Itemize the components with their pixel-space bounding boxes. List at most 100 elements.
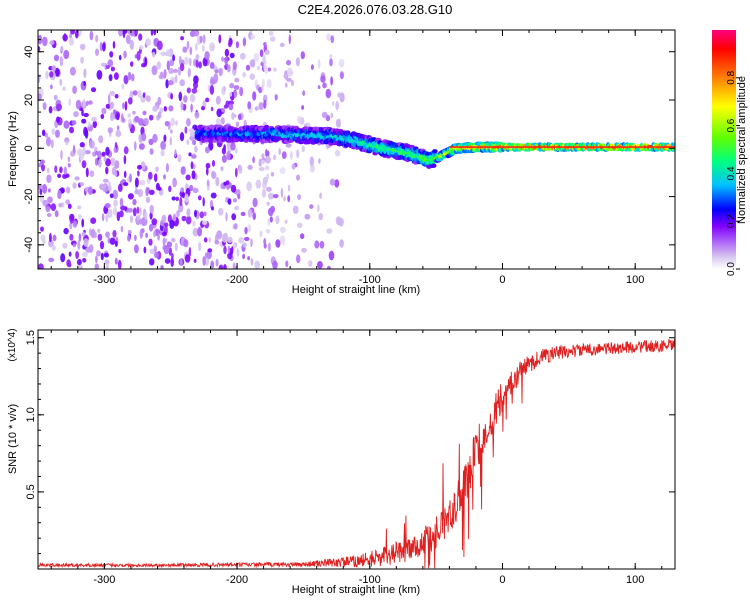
noise-speck	[111, 166, 117, 176]
noise-speck	[264, 165, 270, 171]
noise-speck	[155, 166, 159, 173]
noise-speck	[175, 120, 178, 126]
snr-multiplier: (x10^4)	[7, 328, 18, 361]
noise-speck	[48, 239, 54, 248]
noise-speck	[80, 56, 84, 64]
noise-speck	[141, 132, 147, 142]
noise-speck	[204, 51, 210, 60]
noise-speck	[116, 112, 120, 121]
noise-speck	[88, 100, 93, 105]
noise-speck	[112, 189, 119, 200]
noise-speck	[145, 232, 148, 238]
noise-speck	[335, 100, 340, 111]
noise-speck	[68, 98, 72, 107]
noise-speck	[145, 38, 152, 47]
noise-speck	[264, 49, 270, 56]
noise-speck	[216, 230, 223, 240]
noise-speck	[60, 150, 63, 160]
noise-speck	[45, 70, 49, 80]
noise-speck	[320, 75, 326, 83]
noise-speck	[105, 158, 111, 167]
noise-speck	[181, 215, 187, 222]
noise-speck	[309, 156, 314, 167]
noise-speck	[301, 247, 307, 253]
noise-speck	[214, 69, 219, 74]
noise-speck	[189, 135, 195, 141]
noise-speck	[220, 117, 225, 125]
noise-speck	[69, 126, 74, 134]
noise-speck	[49, 232, 52, 243]
colorbar	[712, 30, 736, 269]
noise-speck	[83, 238, 89, 248]
noise-speck	[93, 231, 97, 239]
noise-speck	[179, 196, 183, 207]
y-tick-label: 40	[23, 46, 35, 58]
noise-speck	[82, 258, 87, 263]
y-tick-label: 1.5	[25, 330, 37, 345]
noise-speck	[329, 58, 333, 67]
noise-speck	[288, 34, 291, 45]
noise-speck	[165, 163, 169, 173]
noise-speck	[175, 196, 179, 201]
noise-speck	[63, 33, 67, 40]
noise-speck	[100, 184, 107, 189]
noise-speck	[178, 91, 183, 102]
noise-speck	[150, 30, 154, 36]
noise-speck	[143, 246, 147, 254]
noise-speck	[148, 238, 153, 246]
noise-speck	[50, 84, 53, 90]
noise-speck	[246, 181, 252, 192]
noise-speck	[339, 71, 344, 80]
noise-speck	[228, 39, 233, 45]
noise-speck	[237, 193, 241, 200]
noise-speck	[118, 249, 122, 254]
noise-speck	[191, 88, 198, 94]
noise-speck	[191, 170, 196, 180]
noise-speck	[63, 166, 67, 175]
noise-speck	[259, 230, 263, 237]
noise-speck	[157, 233, 160, 241]
noise-speck	[41, 164, 45, 172]
noise-speck	[81, 108, 84, 117]
noise-speck	[105, 231, 110, 238]
noise-speck	[266, 79, 272, 88]
noise-speck	[127, 229, 132, 235]
noise-speck	[105, 263, 109, 269]
noise-speck	[337, 92, 342, 98]
noise-speck	[79, 182, 84, 187]
noise-speck	[233, 85, 240, 90]
noise-speck	[214, 239, 220, 245]
noise-speck	[183, 239, 189, 248]
noise-speck	[83, 68, 87, 78]
noise-speck	[301, 105, 304, 110]
noise-speck	[38, 93, 42, 102]
noise-speck	[46, 212, 52, 218]
noise-speck	[270, 172, 274, 177]
noise-speck	[134, 115, 140, 123]
noise-speck	[238, 164, 243, 174]
noise-speck	[186, 118, 191, 127]
noise-speck	[292, 205, 299, 214]
noise-speck	[101, 213, 105, 222]
noise-speck	[85, 246, 92, 253]
noise-speck	[52, 234, 57, 242]
noise-speck	[224, 56, 228, 67]
noise-speck	[128, 118, 132, 124]
noise-speck	[154, 251, 159, 259]
noise-speck	[272, 194, 279, 199]
noise-speck	[132, 90, 138, 96]
noise-speck	[234, 167, 238, 178]
noise-speck	[233, 223, 238, 230]
noise-speck	[138, 118, 145, 126]
noise-speck	[134, 234, 137, 241]
noise-speck	[195, 43, 198, 51]
noise-speck	[250, 258, 254, 266]
noise-speck	[218, 265, 224, 269]
noise-speck	[272, 260, 278, 269]
noise-speck	[72, 243, 76, 248]
noise-speck	[122, 30, 126, 39]
noise-speck	[244, 236, 250, 242]
noise-speck	[189, 94, 196, 103]
noise-speck	[195, 59, 199, 68]
noise-speck	[143, 117, 149, 126]
